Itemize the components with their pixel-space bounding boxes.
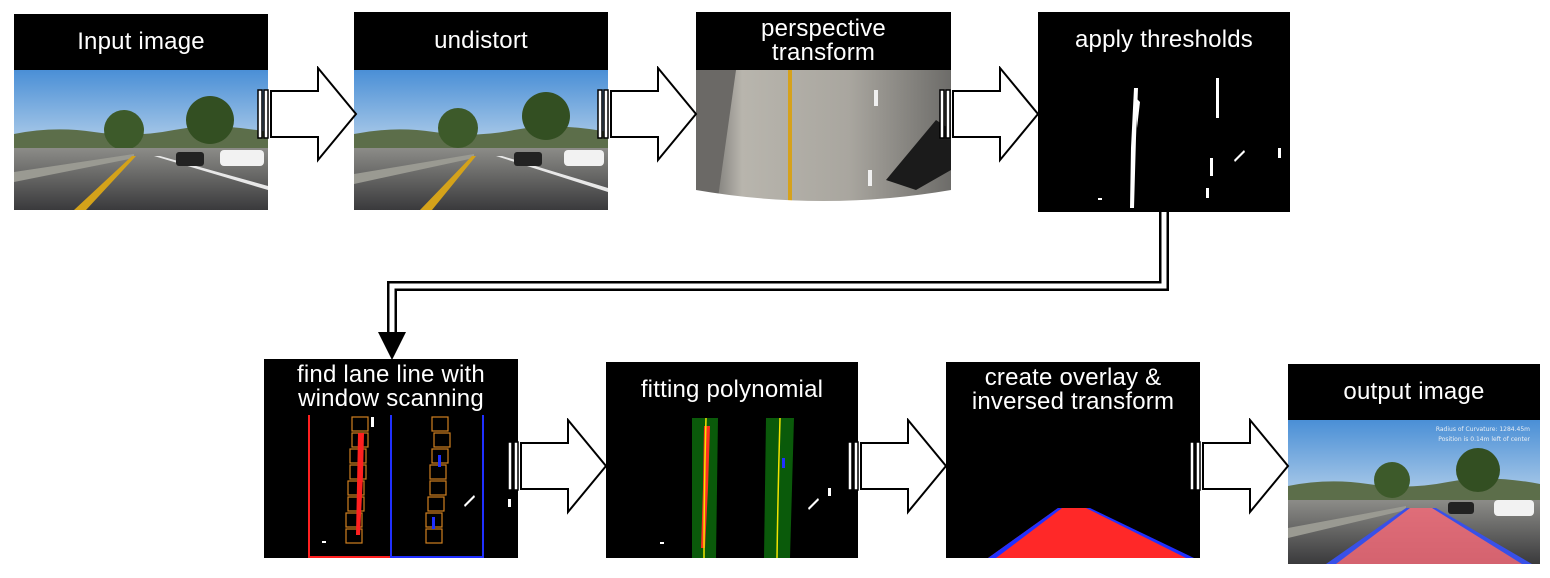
arrow-overlay-to-output — [1189, 418, 1290, 515]
output-position-text: Position is 0.14m left of center — [1438, 436, 1530, 443]
step-label-perspective: perspective transform — [696, 12, 951, 70]
arrow-undistort-to-perspective — [597, 66, 698, 163]
step-label-input: Input image — [14, 14, 268, 70]
step-perspective-transform: perspective transform — [696, 12, 951, 212]
arrow-thresholds-to-window-scanning — [378, 212, 1169, 360]
step-label-thresholds: apply thresholds — [1038, 12, 1290, 68]
output-radius-text: Radius of Curvature: 1284.45m — [1435, 426, 1530, 433]
step-create-overlay: create overlay & inversed transform — [946, 362, 1200, 558]
polynomial-fit-image — [606, 418, 858, 558]
input-road-photo — [14, 70, 268, 210]
step-apply-thresholds: apply thresholds — [1038, 12, 1290, 212]
lane-overlay-image — [946, 418, 1200, 558]
arrow-input-to-undistort — [257, 66, 358, 163]
step-output-image: output image Radius of Curvature: 1284.4… — [1288, 364, 1540, 564]
step-label-polynomial: fitting polynomial — [606, 362, 858, 418]
window-scanning-image — [264, 415, 518, 558]
step-label-output: output image — [1288, 364, 1540, 420]
binary-threshold-image — [1038, 68, 1290, 212]
step-label-overlay: create overlay & inversed transform — [946, 362, 1200, 418]
output-road-photo — [1288, 420, 1540, 564]
undistorted-road-photo — [354, 70, 608, 210]
step-undistort: undistort — [354, 12, 608, 210]
step-fitting-polynomial: fitting polynomial — [606, 362, 858, 558]
step-label-window: find lane line with window scanning — [264, 359, 518, 415]
arrow-window-to-polynomial — [507, 418, 608, 515]
birds-eye-road-photo — [696, 70, 951, 212]
step-label-undistort: undistort — [354, 12, 608, 70]
step-input-image: Input image — [14, 14, 268, 210]
step-window-scanning: find lane line with window scanning — [264, 359, 518, 558]
arrow-polynomial-to-overlay — [847, 418, 948, 515]
arrow-perspective-to-thresholds — [939, 66, 1040, 163]
